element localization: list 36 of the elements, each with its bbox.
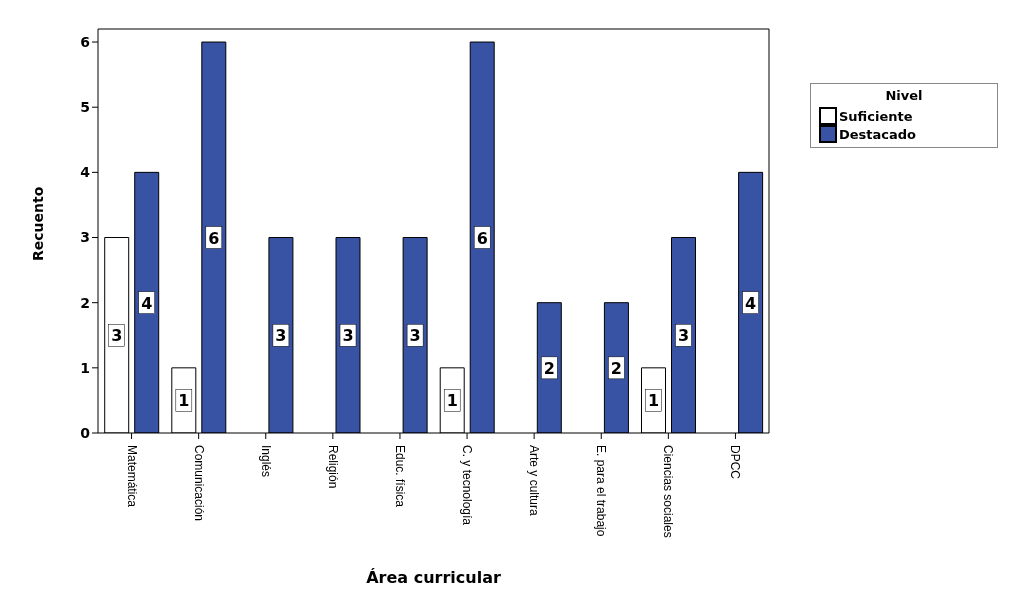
data-label: 3 [111, 326, 123, 346]
data-label: 3 [342, 326, 354, 346]
y-tick-label: 1 [80, 359, 90, 376]
x-tick-label: Arte y cultura [527, 445, 542, 517]
data-label: 6 [476, 228, 488, 248]
legend-label: Destacado [839, 126, 917, 142]
y-axis-title: Recuento [29, 186, 46, 261]
x-axis-title: Área curricular [366, 568, 501, 587]
x-tick-label: Religión [325, 445, 340, 489]
data-label: 4 [745, 293, 757, 313]
data-label: 1 [446, 391, 458, 411]
x-tick-label: Matemática [124, 445, 139, 508]
y-tick-label: 4 [80, 164, 91, 181]
x-tick-label: Comunicación [191, 445, 206, 522]
y-tick-label: 2 [80, 294, 90, 311]
x-tick-label: Ciencias sociales [661, 445, 676, 538]
legend-label: Suficiente [839, 108, 913, 124]
y-tick-label: 6 [80, 34, 90, 50]
x-tick-label: C. y tecnología [460, 445, 475, 526]
y-tick-label: 0 [80, 424, 91, 441]
y-tick-label: 3 [80, 229, 90, 246]
data-label: 2 [610, 358, 622, 378]
x-tick-label: E. para el trabajo [594, 445, 609, 537]
data-label: 3 [275, 326, 287, 346]
data-label: 2 [543, 358, 555, 378]
data-label: 3 [409, 326, 421, 346]
x-tick-label: Educ. física [392, 445, 407, 508]
x-tick-label: DPCC [728, 445, 743, 480]
data-label: 3 [677, 326, 690, 346]
y-tick-label: 5 [80, 99, 90, 116]
data-label: 1 [178, 391, 190, 411]
data-label: 4 [141, 293, 153, 313]
data-label: 6 [208, 228, 220, 248]
data-label: 1 [647, 391, 660, 411]
x-tick-label: Inglés [258, 445, 273, 478]
legend-title: Nivel [884, 88, 924, 103]
